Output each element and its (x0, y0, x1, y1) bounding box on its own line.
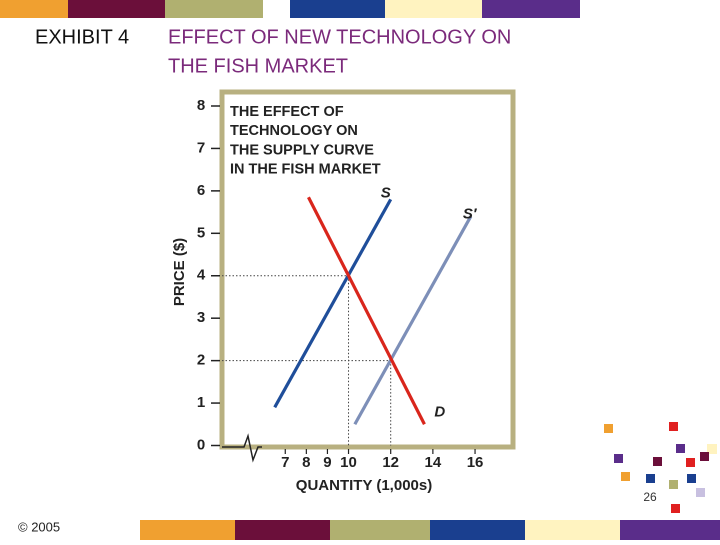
top-bar (0, 0, 580, 18)
x-tick-label: 8 (302, 454, 310, 471)
y-axis-label: PRICE ($) (171, 238, 188, 306)
y-tick-label: 3 (197, 309, 205, 326)
y-tick-label: 5 (197, 224, 205, 241)
x-axis-label: QUANTITY (1,000s) (296, 477, 432, 494)
series-label: S′ (463, 205, 478, 222)
y-tick-label: 2 (197, 352, 205, 369)
chart-title: IN THE FISH MARKET (230, 162, 381, 178)
series-line (307, 196, 426, 426)
axis-break (222, 433, 262, 463)
chart-title: TECHNOLOGY ON (230, 123, 358, 139)
y-tick-label: 0 (197, 436, 205, 453)
series-line (273, 198, 393, 409)
exhibit-label: EXHIBIT 4 (35, 26, 129, 48)
x-tick-label: 12 (382, 454, 399, 471)
slide-title: EFFECT OF NEW TECHNOLOGY ON (168, 26, 511, 48)
chart-title: THE EFFECT OF (230, 104, 344, 120)
copyright: © 2005 (18, 519, 60, 534)
plot-frame (219, 89, 516, 450)
series-label: D (434, 403, 445, 420)
y-tick-label: 6 (197, 182, 205, 199)
plot: THE EFFECT OF TECHNOLOGY ON THE SUPPLY CUR… (197, 97, 484, 471)
series-line (353, 215, 473, 426)
x-tick-label: 9 (323, 454, 331, 471)
bottom-bar (140, 520, 720, 540)
y-tick-label: 7 (197, 139, 205, 156)
chart-title: THE SUPPLY CURVE (230, 142, 374, 158)
slide-title: THE FISH MARKET (168, 55, 348, 77)
series-label: S (381, 184, 391, 201)
x-tick-label: 16 (467, 454, 484, 471)
x-tick-label: 7 (281, 454, 289, 471)
x-tick-label: 10 (340, 454, 357, 471)
y-tick-label: 4 (197, 267, 206, 284)
y-tick-label: 1 (197, 394, 205, 411)
decor-squares (604, 422, 717, 513)
y-tick-label: 8 (197, 97, 205, 114)
page-number: 26 (643, 490, 657, 504)
x-tick-label: 14 (425, 454, 442, 471)
